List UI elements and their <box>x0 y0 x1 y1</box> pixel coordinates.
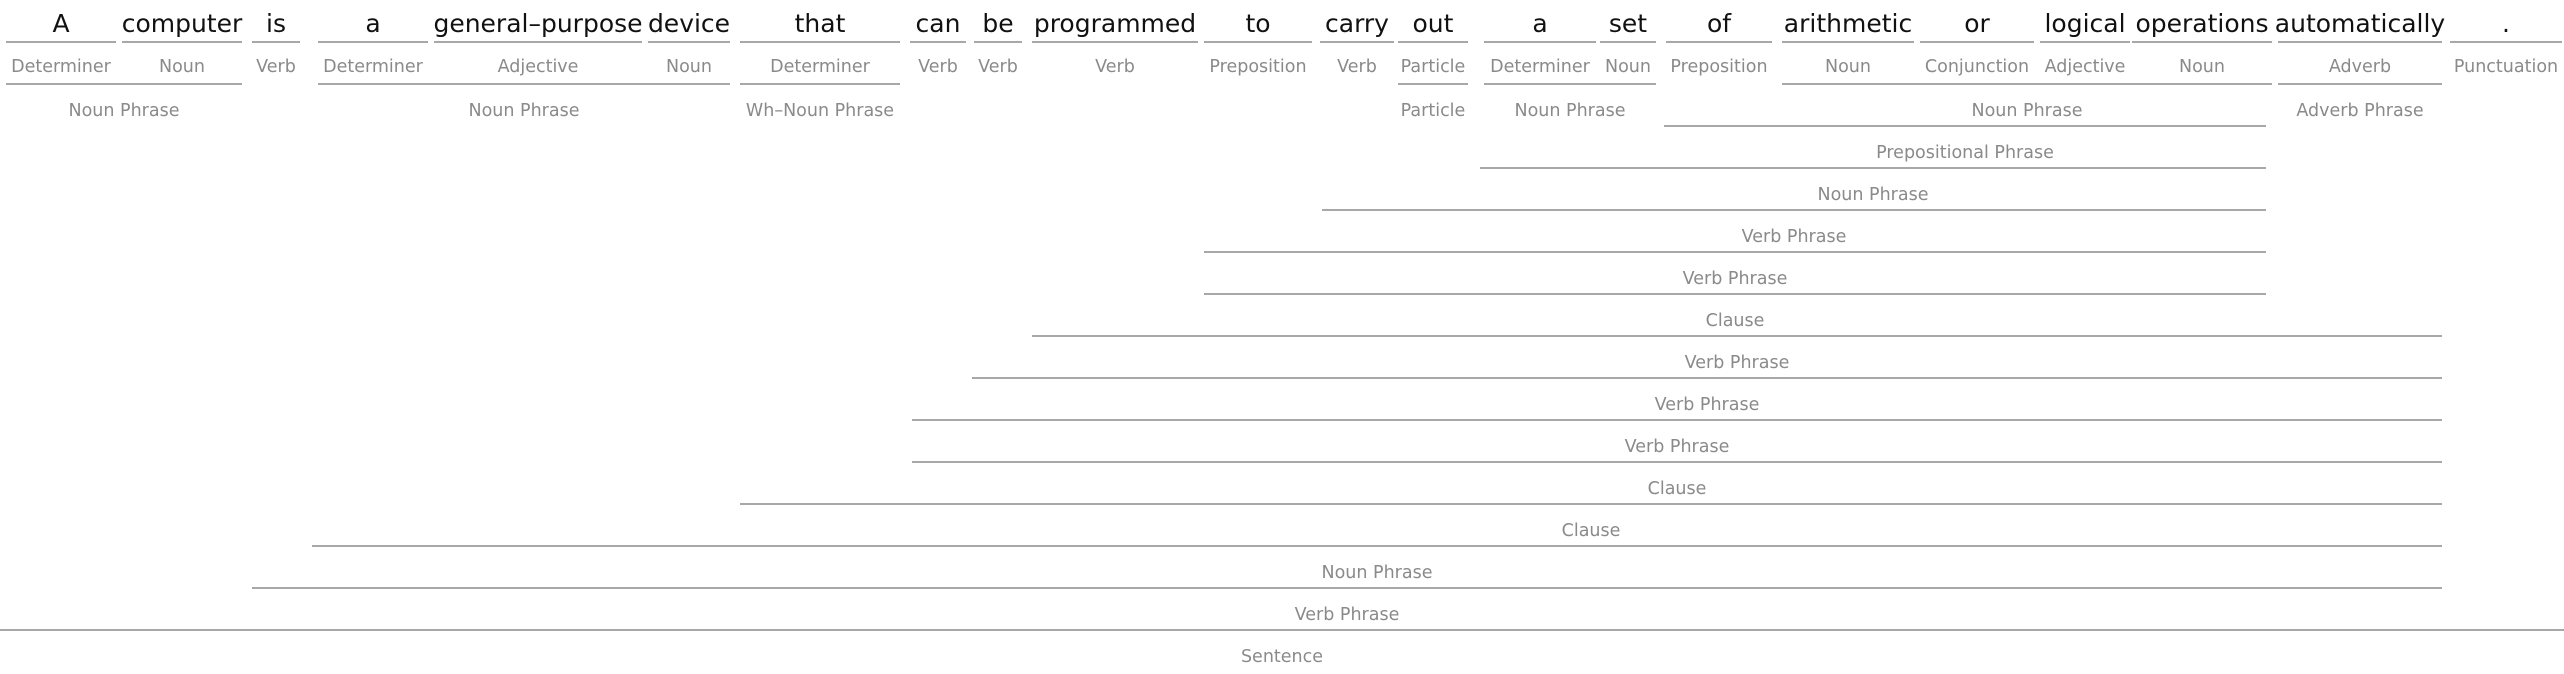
pos-tag: Noun <box>159 57 205 77</box>
word-token: or <box>1964 9 1990 38</box>
pos-tag: Verb <box>1337 57 1377 77</box>
phrase-label: Verb Phrase <box>1295 605 1400 625</box>
pos-tag: Preposition <box>1670 57 1767 77</box>
phrase-label: Clause <box>1562 521 1621 541</box>
word-token: general–purpose <box>433 9 642 38</box>
word-token: operations <box>2135 9 2268 38</box>
word-token: computer <box>122 9 243 38</box>
phrase-label: Noun Phrase <box>1322 563 1433 583</box>
pos-tag: Adjective <box>2045 57 2126 77</box>
word-token: out <box>1413 9 1454 38</box>
pos-tag: Adjective <box>498 57 579 77</box>
pos-tag: Preposition <box>1209 57 1306 77</box>
word-token: carry <box>1325 9 1389 38</box>
pos-tag: Verb <box>978 57 1018 77</box>
phrase-label: Wh–Noun Phrase <box>746 101 894 121</box>
word-token: of <box>1707 9 1732 38</box>
phrase-label: Verb Phrase <box>1655 395 1760 415</box>
pos-tag: Verb <box>1095 57 1135 77</box>
word-token: to <box>1245 9 1270 38</box>
word-token: device <box>648 9 730 38</box>
word-token: a <box>365 9 380 38</box>
pos-tag: Punctuation <box>2454 57 2558 77</box>
word-token: be <box>982 9 1013 38</box>
phrase-label: Verb Phrase <box>1685 353 1790 373</box>
phrase-label: Clause <box>1648 479 1707 499</box>
phrase-label: Noun Phrase <box>469 101 580 121</box>
phrase-label: Sentence <box>1241 647 1323 667</box>
phrase-label: Noun Phrase <box>1972 101 2083 121</box>
word-token: arithmetic <box>1784 9 1912 38</box>
phrase-label: Clause <box>1706 311 1765 331</box>
pos-tag: Adverb <box>2329 57 2391 77</box>
phrase-label: Verb Phrase <box>1625 437 1730 457</box>
pos-tag: Conjunction <box>1925 57 2029 77</box>
word-token: can <box>916 9 961 38</box>
phrase-label: Verb Phrase <box>1683 269 1788 289</box>
pos-tag: Verb <box>256 57 296 77</box>
pos-tag: Determiner <box>11 57 112 77</box>
pos-tag: Noun <box>666 57 712 77</box>
phrase-label: Verb Phrase <box>1742 227 1847 247</box>
phrase-label: Adverb Phrase <box>2296 101 2423 121</box>
word-token: automatically <box>2275 9 2446 38</box>
pos-tag: Verb <box>918 57 958 77</box>
word-token: is <box>266 9 286 38</box>
phrase-label: Noun Phrase <box>1515 101 1626 121</box>
pos-tag: Determiner <box>323 57 424 77</box>
pos-tag: Noun <box>1605 57 1651 77</box>
word-token: logical <box>2044 9 2125 38</box>
phrase-label: Prepositional Phrase <box>1876 143 2054 163</box>
word-token: programmed <box>1034 9 1196 38</box>
word-token: set <box>1609 9 1647 38</box>
word-token: . <box>2502 9 2510 38</box>
word-token: a <box>1532 9 1547 38</box>
pos-tag: Noun <box>2179 57 2225 77</box>
phrase-label: Noun Phrase <box>1818 185 1929 205</box>
pos-tag: Particle <box>1401 57 1466 77</box>
pos-tag: Determiner <box>1490 57 1591 77</box>
pos-tag: Noun <box>1825 57 1871 77</box>
word-token: A <box>52 9 69 38</box>
pos-tag: Determiner <box>770 57 871 77</box>
phrase-label: Particle <box>1401 101 1466 121</box>
word-token: that <box>795 9 846 38</box>
phrase-label: Noun Phrase <box>69 101 180 121</box>
